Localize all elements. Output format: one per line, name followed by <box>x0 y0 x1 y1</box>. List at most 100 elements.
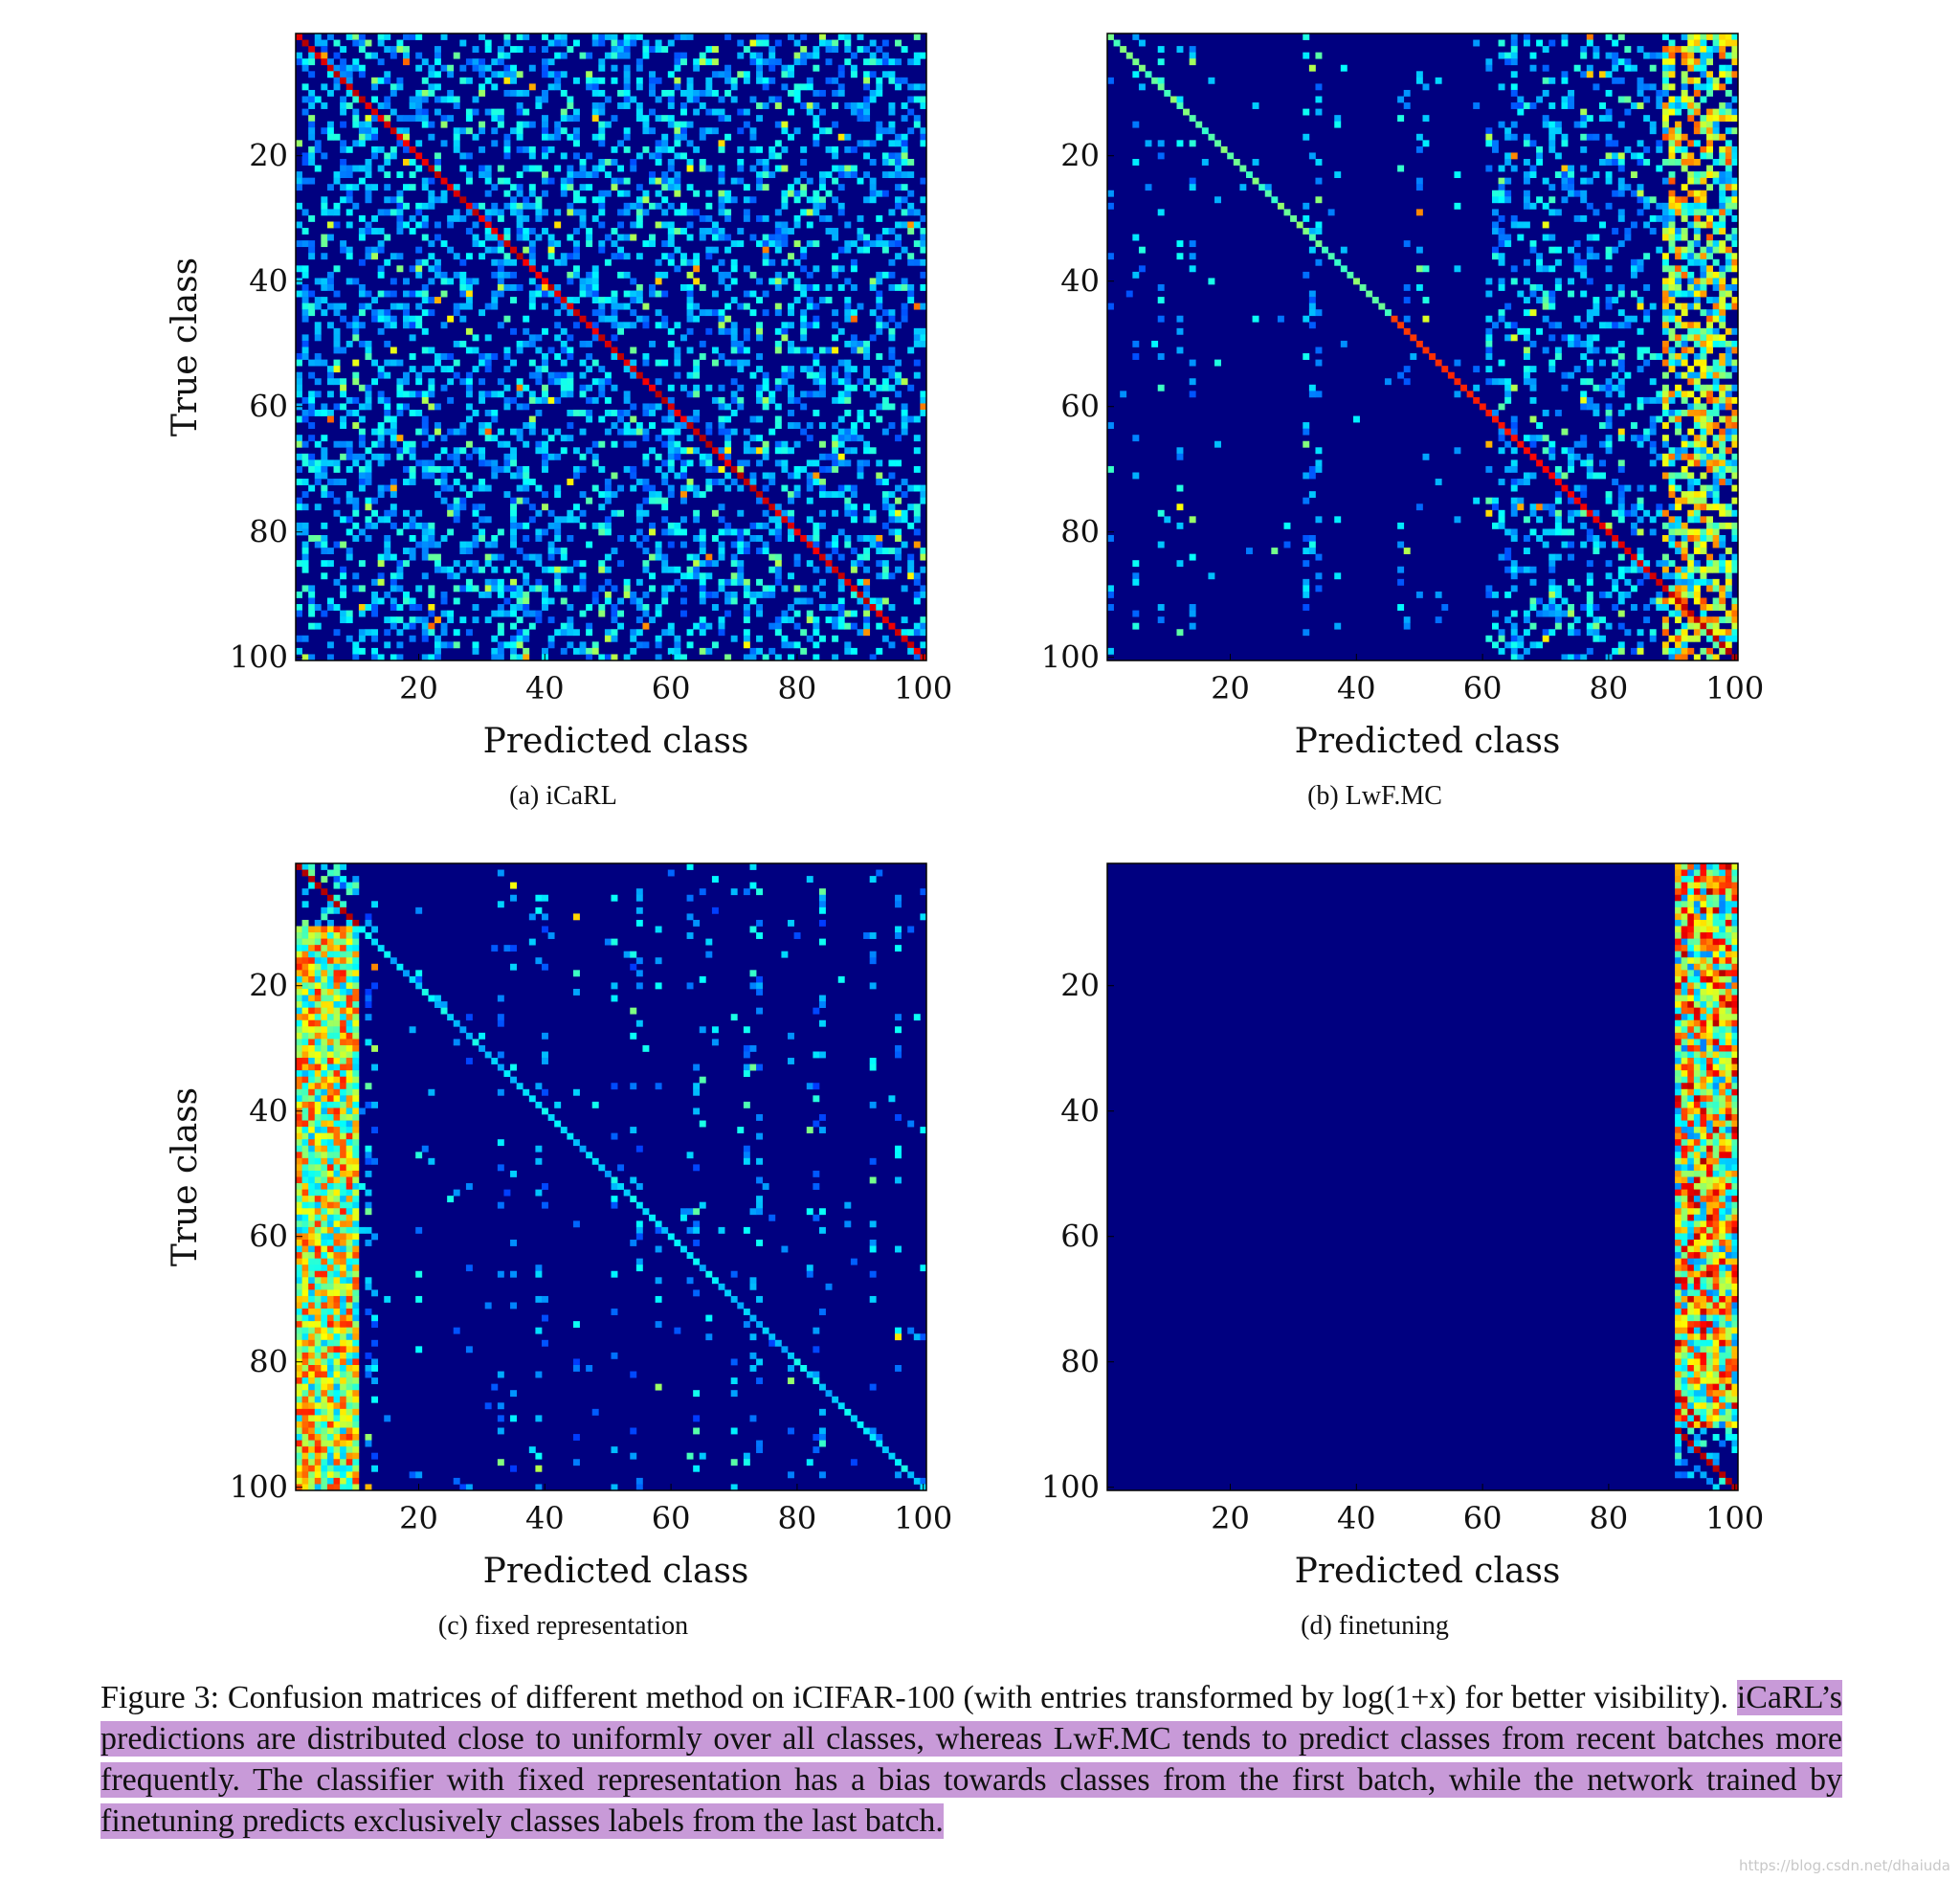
heatmap-cell <box>1120 46 1127 53</box>
heatmap-cell <box>579 453 587 460</box>
heatmap-cell <box>711 535 719 542</box>
heatmap-cell <box>693 447 701 455</box>
heatmap-cell <box>1643 428 1651 436</box>
heatmap-cell <box>756 391 764 398</box>
heatmap-cell <box>535 484 543 492</box>
heatmap-cell <box>705 384 713 392</box>
heatmap-cell <box>1675 359 1682 367</box>
heatmap-cell <box>396 228 404 235</box>
heatmap-cell <box>326 491 334 499</box>
heatmap-cell <box>447 610 455 617</box>
heatmap-cell <box>1637 196 1644 204</box>
heatmap-cell <box>774 629 782 637</box>
heatmap-cell <box>491 246 499 254</box>
heatmap-cell <box>384 410 391 416</box>
heatmap-cell <box>1308 64 1316 72</box>
heatmap-cell <box>1668 52 1676 59</box>
heatmap-cell <box>604 597 612 605</box>
heatmap-cell <box>901 145 908 153</box>
heatmap-cell <box>1517 290 1525 298</box>
heatmap-cell <box>1315 52 1323 59</box>
heatmap-cell <box>535 509 543 517</box>
heatmap-cell <box>598 610 606 617</box>
heatmap-cell <box>863 591 871 598</box>
heatmap-cell <box>756 459 764 467</box>
heatmap-cell <box>1731 265 1739 273</box>
heatmap-cell <box>1548 447 1556 455</box>
heatmap-cell <box>579 572 587 580</box>
heatmap-cell <box>1693 497 1701 504</box>
heatmap-cell <box>510 635 517 642</box>
heatmap-cell <box>333 302 341 310</box>
heatmap-cell <box>686 572 694 580</box>
heatmap-cell <box>472 278 479 285</box>
heatmap-cell <box>497 391 504 398</box>
heatmap-cell <box>642 127 650 135</box>
heatmap-cell <box>560 34 568 40</box>
heatmap-cell <box>301 396 309 404</box>
heatmap-cell <box>1668 479 1676 485</box>
heatmap-cell <box>642 622 650 630</box>
heatmap-cell <box>1649 302 1657 310</box>
heatmap-cell <box>491 465 499 473</box>
heatmap-cell <box>340 121 347 128</box>
heatmap-cell <box>591 83 599 91</box>
heatmap-cell <box>1693 64 1701 72</box>
heatmap-cell <box>1687 322 1695 329</box>
heatmap-cell <box>415 378 423 386</box>
heatmap-cell <box>567 234 574 241</box>
heatmap-cell <box>1675 340 1682 347</box>
heatmap-cell <box>308 654 316 661</box>
heatmap-cell <box>1681 497 1688 504</box>
heatmap-cell <box>793 284 801 291</box>
heatmap-cell <box>352 422 360 429</box>
heatmap-cell <box>598 297 606 303</box>
heatmap-cell <box>554 133 562 141</box>
heatmap-cell <box>718 71 725 78</box>
heatmap-cell <box>781 202 789 210</box>
heatmap-cell <box>352 58 360 66</box>
heatmap-cell <box>907 96 915 103</box>
heatmap-cell <box>440 472 448 480</box>
heatmap-cell <box>813 46 820 53</box>
heatmap-cell <box>667 177 675 185</box>
heatmap-cell <box>1731 96 1739 103</box>
heatmap-cell <box>340 315 347 323</box>
heatmap-cell <box>1706 410 1713 416</box>
heatmap-cell <box>301 96 309 103</box>
heatmap-cell <box>472 46 479 53</box>
heatmap-cell <box>718 322 725 329</box>
heatmap-cell <box>547 435 555 442</box>
heatmap-cell <box>503 271 511 279</box>
heatmap-cell <box>321 58 328 66</box>
heatmap-cell <box>296 647 302 655</box>
heatmap-cell <box>800 585 808 593</box>
heatmap-cell <box>635 509 643 517</box>
heatmap-cell <box>472 133 479 141</box>
heatmap-cell <box>390 597 397 605</box>
heatmap-cell <box>308 597 316 605</box>
heatmap-cell <box>491 302 499 310</box>
heatmap-cell <box>352 89 360 97</box>
heatmap-cell <box>542 190 548 197</box>
heatmap-cell <box>365 302 372 310</box>
heatmap-cell <box>1661 77 1669 84</box>
heatmap-cell <box>730 347 738 354</box>
heatmap-cell <box>542 133 548 141</box>
heatmap-cell <box>907 572 915 580</box>
heatmap-cell <box>1706 465 1713 473</box>
heatmap-cell <box>1706 89 1713 97</box>
heatmap-cell <box>781 278 789 285</box>
heatmap-cell <box>1725 415 1732 423</box>
heatmap-cell <box>901 133 908 141</box>
heatmap-cell <box>630 202 637 210</box>
x-tick-label: 60 <box>652 670 691 706</box>
heatmap-cell <box>447 378 455 386</box>
heatmap-cell <box>428 629 435 637</box>
heatmap-cell <box>479 253 486 260</box>
heatmap-cell <box>913 647 921 655</box>
heatmap-cell <box>409 228 416 235</box>
heatmap-cell <box>1605 322 1613 329</box>
heatmap-cell <box>396 214 404 222</box>
heatmap-cell <box>358 39 366 47</box>
